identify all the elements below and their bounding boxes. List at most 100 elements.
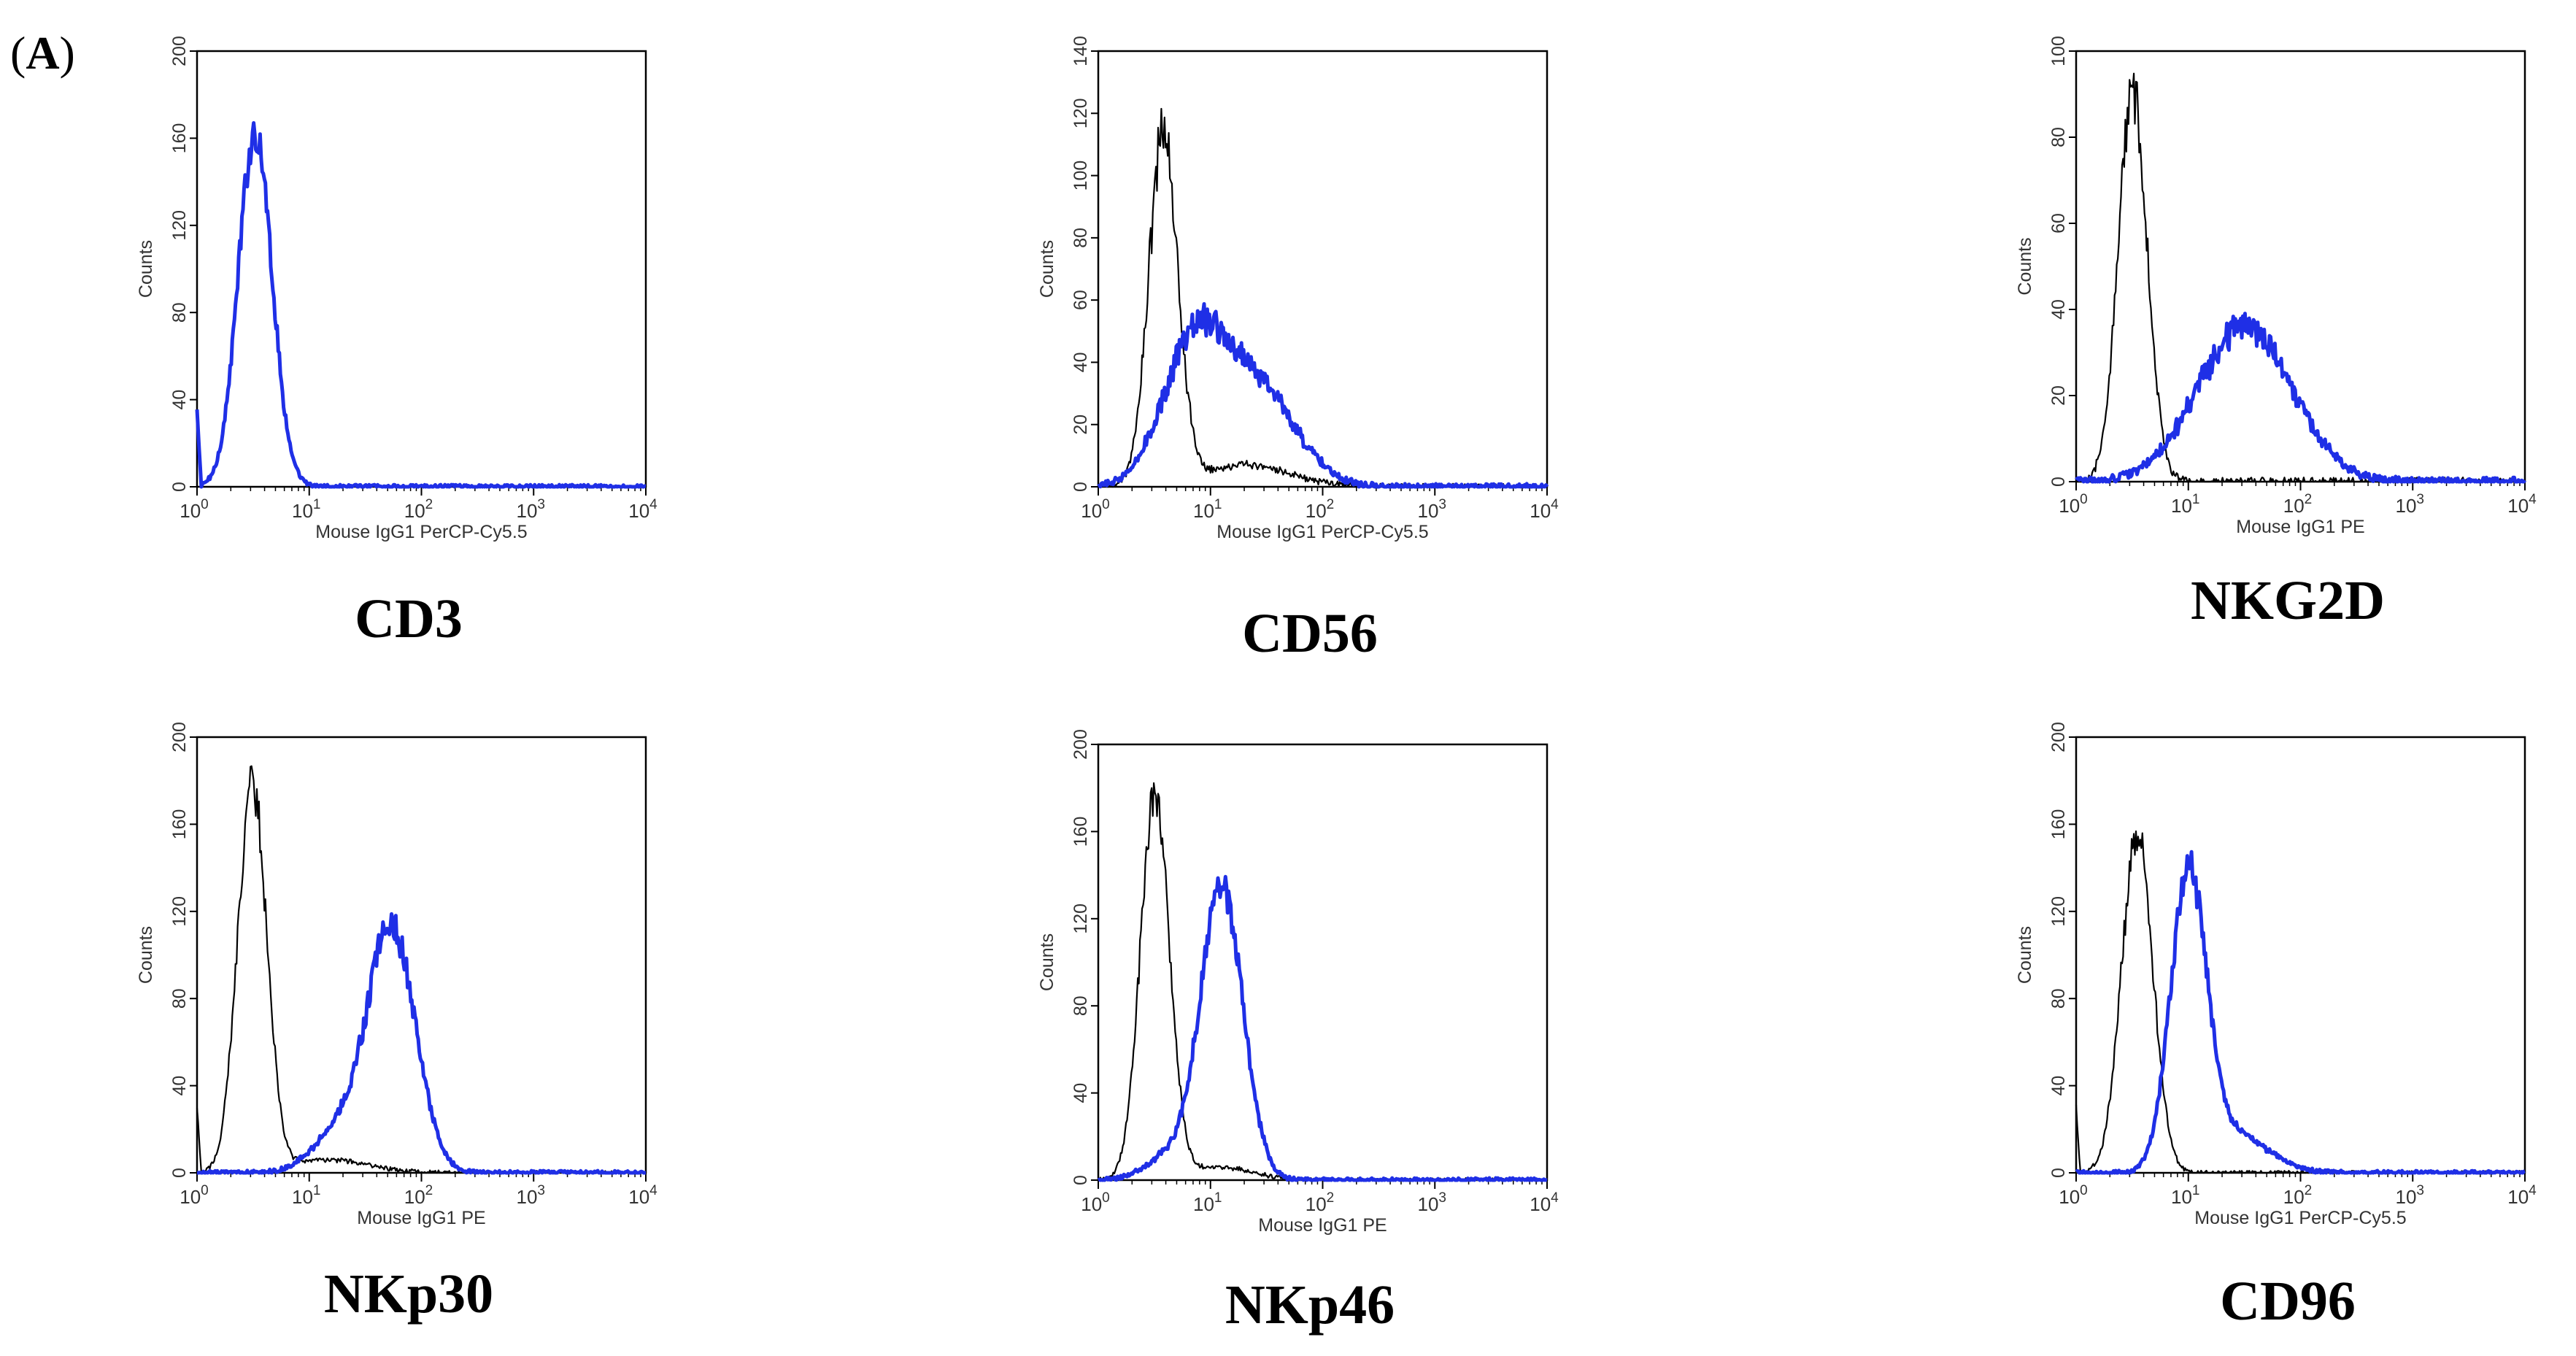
y-tick-label: 200 (169, 722, 190, 752)
plot-frame (2075, 50, 2526, 483)
y-axis-label: Counts (136, 926, 156, 984)
x-tick-label: 104 (1530, 1190, 1559, 1215)
y-tick-label: 40 (1071, 353, 1091, 373)
stained-histogram-line (2075, 850, 2526, 1175)
isotype-histogram-line (1098, 107, 1549, 488)
panel-label-close: ) (59, 27, 75, 79)
y-tick-label: 200 (1071, 729, 1091, 760)
x-tick-label: 104 (628, 1183, 658, 1208)
x-axis-label: Mouse IgG1 PerCP-Cy5.5 (2194, 1208, 2406, 1228)
y-tick-label: 40 (169, 390, 190, 410)
y-tick-label: 0 (1071, 1175, 1091, 1185)
y-tick-label: 0 (169, 482, 190, 492)
plot-frame (196, 736, 647, 1174)
x-tick-label: 100 (180, 497, 209, 522)
y-axis-label: Counts (1037, 933, 1057, 991)
marker-caption-cd3: CD3 (355, 588, 463, 650)
y-tick-label: 20 (2048, 385, 2069, 406)
x-tick-label: 103 (517, 497, 546, 522)
histogram-chart-cd3: 0 40 80 120 160 200 100 101 102 103 104 Mouse IgG1 … (136, 36, 658, 542)
x-tick-label: 100 (1081, 1190, 1110, 1215)
y-tick-label: 160 (1071, 817, 1091, 847)
x-tick-label: 101 (2171, 492, 2200, 517)
marker-caption-nkg2d: NKG2D (2191, 570, 2385, 631)
x-tick-label: 103 (1418, 1190, 1447, 1215)
marker-caption-cd56: CD56 (1242, 603, 1378, 664)
isotype-histogram-line (2075, 72, 2525, 483)
histogram-chart-nkp30: 0 40 80 120 160 200 100 101 102 103 104 Mouse IgG1 … (136, 722, 658, 1228)
x-axis-label: Mouse IgG1 PE (2236, 517, 2364, 537)
y-axis-label: Counts (1037, 240, 1057, 298)
y-tick-label: 120 (2048, 896, 2069, 927)
y-tick-label: 80 (1071, 995, 1091, 1016)
y-tick-label: 60 (2048, 213, 2069, 234)
marker-caption-nkp46: NKp46 (1225, 1274, 1395, 1336)
x-tick-label: 101 (1193, 1190, 1222, 1215)
x-tick-label: 102 (2283, 492, 2313, 517)
y-tick-label: 80 (169, 302, 190, 323)
stained-histogram-line (2075, 312, 2526, 484)
histogram-chart-cd56: 0 20 40 60 80 100 120 140 100 101 102 103 104 Mouse I… (1037, 36, 1559, 542)
y-axis-label: Counts (136, 240, 156, 298)
y-tick-label: 0 (1071, 482, 1091, 492)
y-tick-label: 160 (169, 123, 190, 154)
x-tick-label: 103 (2396, 492, 2425, 517)
marker-caption-cd96: CD96 (2220, 1271, 2356, 1332)
x-tick-label: 100 (180, 1183, 209, 1208)
histogram-chart-nkg2d: 0 20 40 60 80 100 100 101 102 103 104 Mouse IgG1 PE… (2015, 36, 2537, 537)
y-tick-label: 0 (2048, 1168, 2069, 1178)
x-axis-label: Mouse IgG1 PE (357, 1208, 485, 1228)
x-axis-label: Mouse IgG1 PerCP-Cy5.5 (315, 522, 527, 542)
isotype-histogram-line (2075, 830, 2526, 1174)
x-tick-label: 104 (2507, 492, 2537, 517)
plot-frame (196, 50, 647, 488)
y-tick-label: 40 (2048, 299, 2069, 320)
x-tick-label: 102 (2283, 1183, 2313, 1208)
stained-histogram-line (1097, 874, 1548, 1182)
y-tick-label: 120 (1071, 904, 1091, 934)
x-tick-label: 104 (1530, 497, 1559, 522)
y-tick-label: 0 (169, 1168, 190, 1178)
x-tick-label: 100 (2059, 492, 2088, 517)
x-tick-label: 102 (1306, 1190, 1335, 1215)
y-tick-label: 0 (2048, 477, 2069, 487)
y-tick-label: 160 (2048, 809, 2069, 840)
y-tick-label: 120 (169, 210, 190, 241)
y-tick-label: 20 (1071, 415, 1091, 435)
y-tick-label: 80 (2048, 127, 2069, 147)
y-tick-label: 200 (169, 36, 190, 66)
y-tick-label: 40 (169, 1076, 190, 1096)
x-tick-label: 104 (628, 497, 658, 522)
y-tick-label: 120 (169, 896, 190, 927)
panel-label: (A) (10, 26, 75, 80)
x-axis-label: Mouse IgG1 PerCP-Cy5.5 (1216, 522, 1428, 542)
panel-label-open: ( (10, 27, 26, 79)
plot-frame (2075, 736, 2526, 1174)
plot-frame (1097, 50, 1549, 488)
x-tick-label: 101 (1193, 497, 1222, 522)
y-tick-label: 40 (2048, 1076, 2069, 1096)
y-tick-label: 100 (1071, 161, 1091, 191)
x-tick-label: 102 (1306, 497, 1335, 522)
x-tick-label: 101 (292, 1183, 321, 1208)
x-tick-label: 103 (2396, 1183, 2425, 1208)
y-axis-label: Counts (2015, 926, 2035, 984)
x-axis-label: Mouse IgG1 PE (1258, 1215, 1387, 1236)
marker-caption-nkp30: NKp30 (323, 1263, 494, 1325)
y-tick-label: 80 (1071, 228, 1091, 248)
x-tick-label: 101 (292, 497, 321, 522)
x-tick-label: 101 (2171, 1183, 2200, 1208)
x-tick-label: 104 (2507, 1183, 2537, 1208)
isotype-histogram-line (196, 765, 647, 1174)
stained-histogram-line (195, 121, 647, 489)
x-tick-label: 102 (404, 497, 433, 522)
y-tick-label: 200 (2048, 722, 2069, 752)
x-tick-label: 103 (1418, 497, 1447, 522)
plot-frame (1097, 743, 1549, 1182)
histogram-chart-cd96: 0 40 80 120 160 200 100 101 102 103 104 Mouse IgG1 … (2015, 722, 2537, 1228)
y-tick-label: 40 (1071, 1083, 1091, 1103)
y-tick-label: 60 (1071, 290, 1091, 310)
y-tick-label: 140 (1071, 36, 1091, 66)
isotype-histogram-line (1098, 782, 1548, 1182)
histogram-chart-nkp46: 0 40 80 120 160 200 100 101 102 103 104 Mouse IgG1 … (1037, 729, 1559, 1236)
